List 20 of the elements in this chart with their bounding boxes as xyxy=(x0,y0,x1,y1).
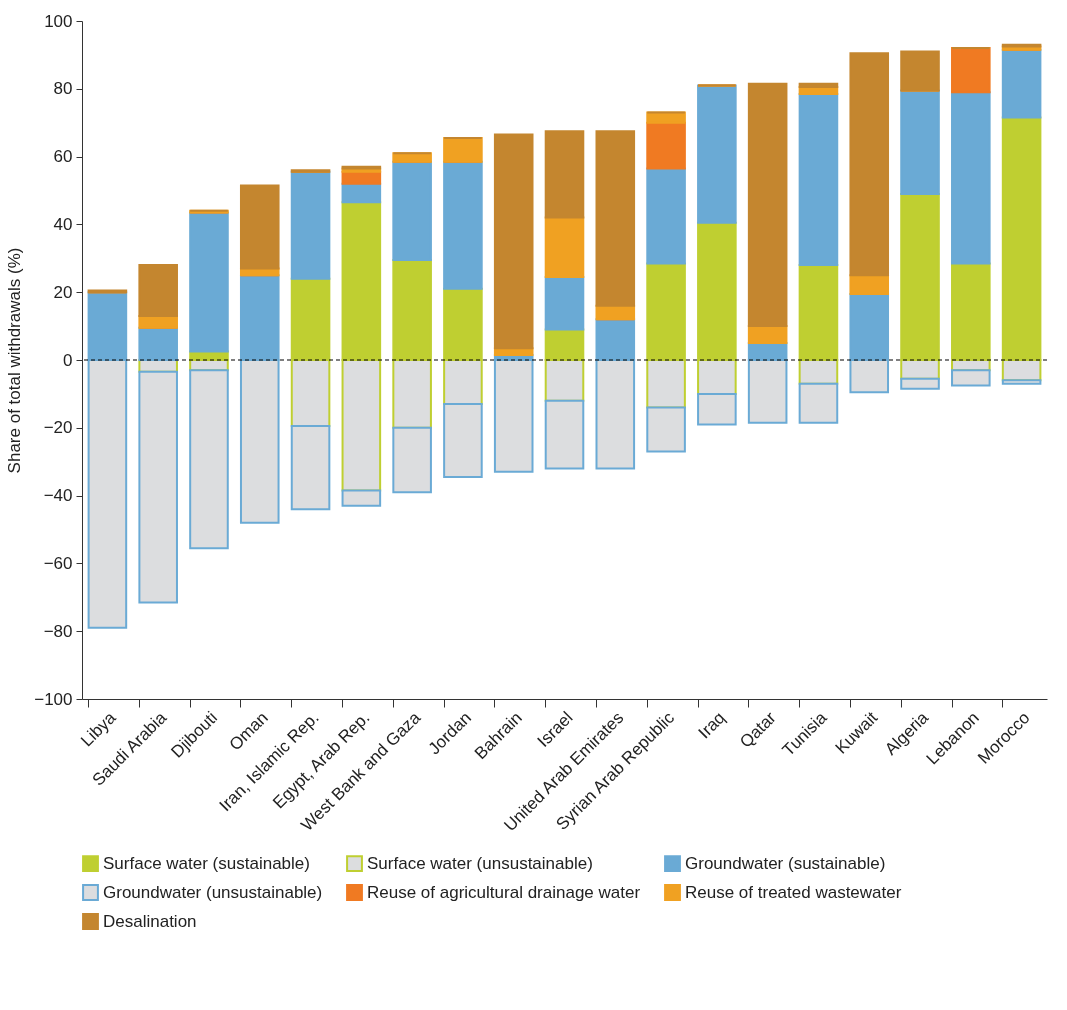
y-tick-label: −20 xyxy=(43,418,73,438)
legend-label: Reuse of treated wastewater xyxy=(685,882,902,902)
legend-label: Surface water (sustainable) xyxy=(103,853,310,873)
x-tick-label: Iraq xyxy=(694,708,729,743)
y-axis-title: Share of total withdrawals (%) xyxy=(5,247,25,474)
legend-label: Reuse of agricultural drainage water xyxy=(367,882,641,902)
y-tick-label: 60 xyxy=(53,147,73,167)
y-tick-label: 20 xyxy=(53,282,73,302)
y-tick-label: −60 xyxy=(43,553,73,573)
y-tick-label: 80 xyxy=(53,79,73,99)
legend-label: Groundwater (sustainable) xyxy=(685,853,886,873)
y-tick-label: −80 xyxy=(43,621,73,641)
y-tick-label: −100 xyxy=(34,689,73,709)
legend-label: Desalination xyxy=(103,911,197,931)
legend-label: Surface water (unsustainable) xyxy=(367,853,593,873)
y-tick-label: 0 xyxy=(63,350,73,370)
legend-label: Groundwater (unsustainable) xyxy=(103,882,323,902)
y-tick-label: 100 xyxy=(44,11,73,31)
y-tick-label: −40 xyxy=(43,486,73,506)
y-tick-label: 40 xyxy=(53,214,73,234)
